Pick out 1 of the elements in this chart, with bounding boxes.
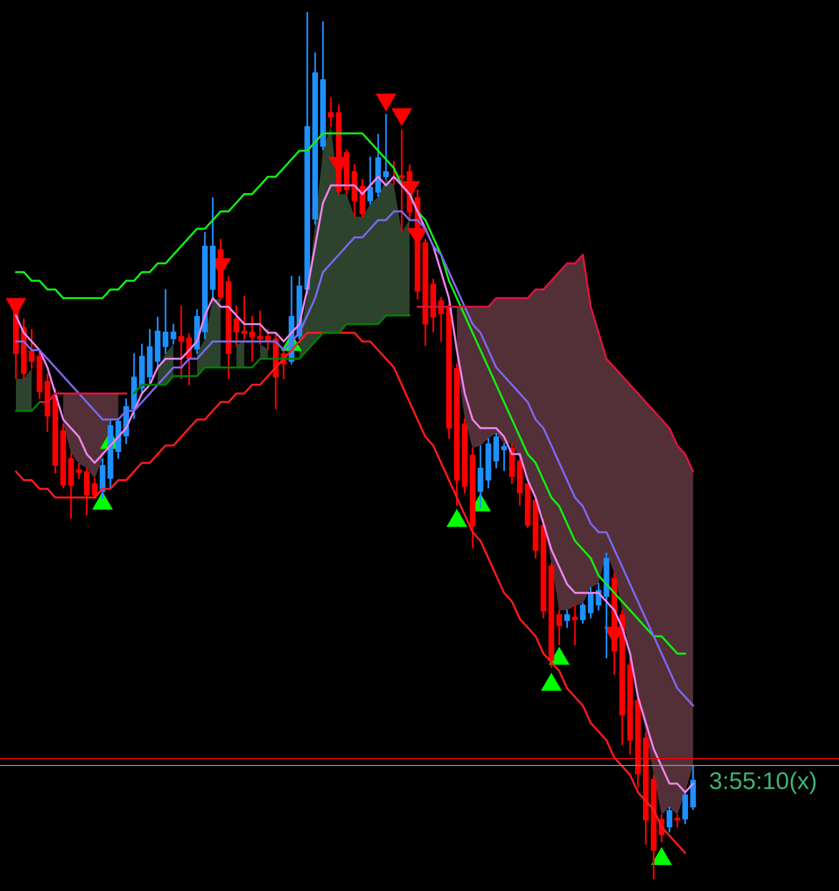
annotation: 3:55:10(x): [709, 768, 818, 796]
